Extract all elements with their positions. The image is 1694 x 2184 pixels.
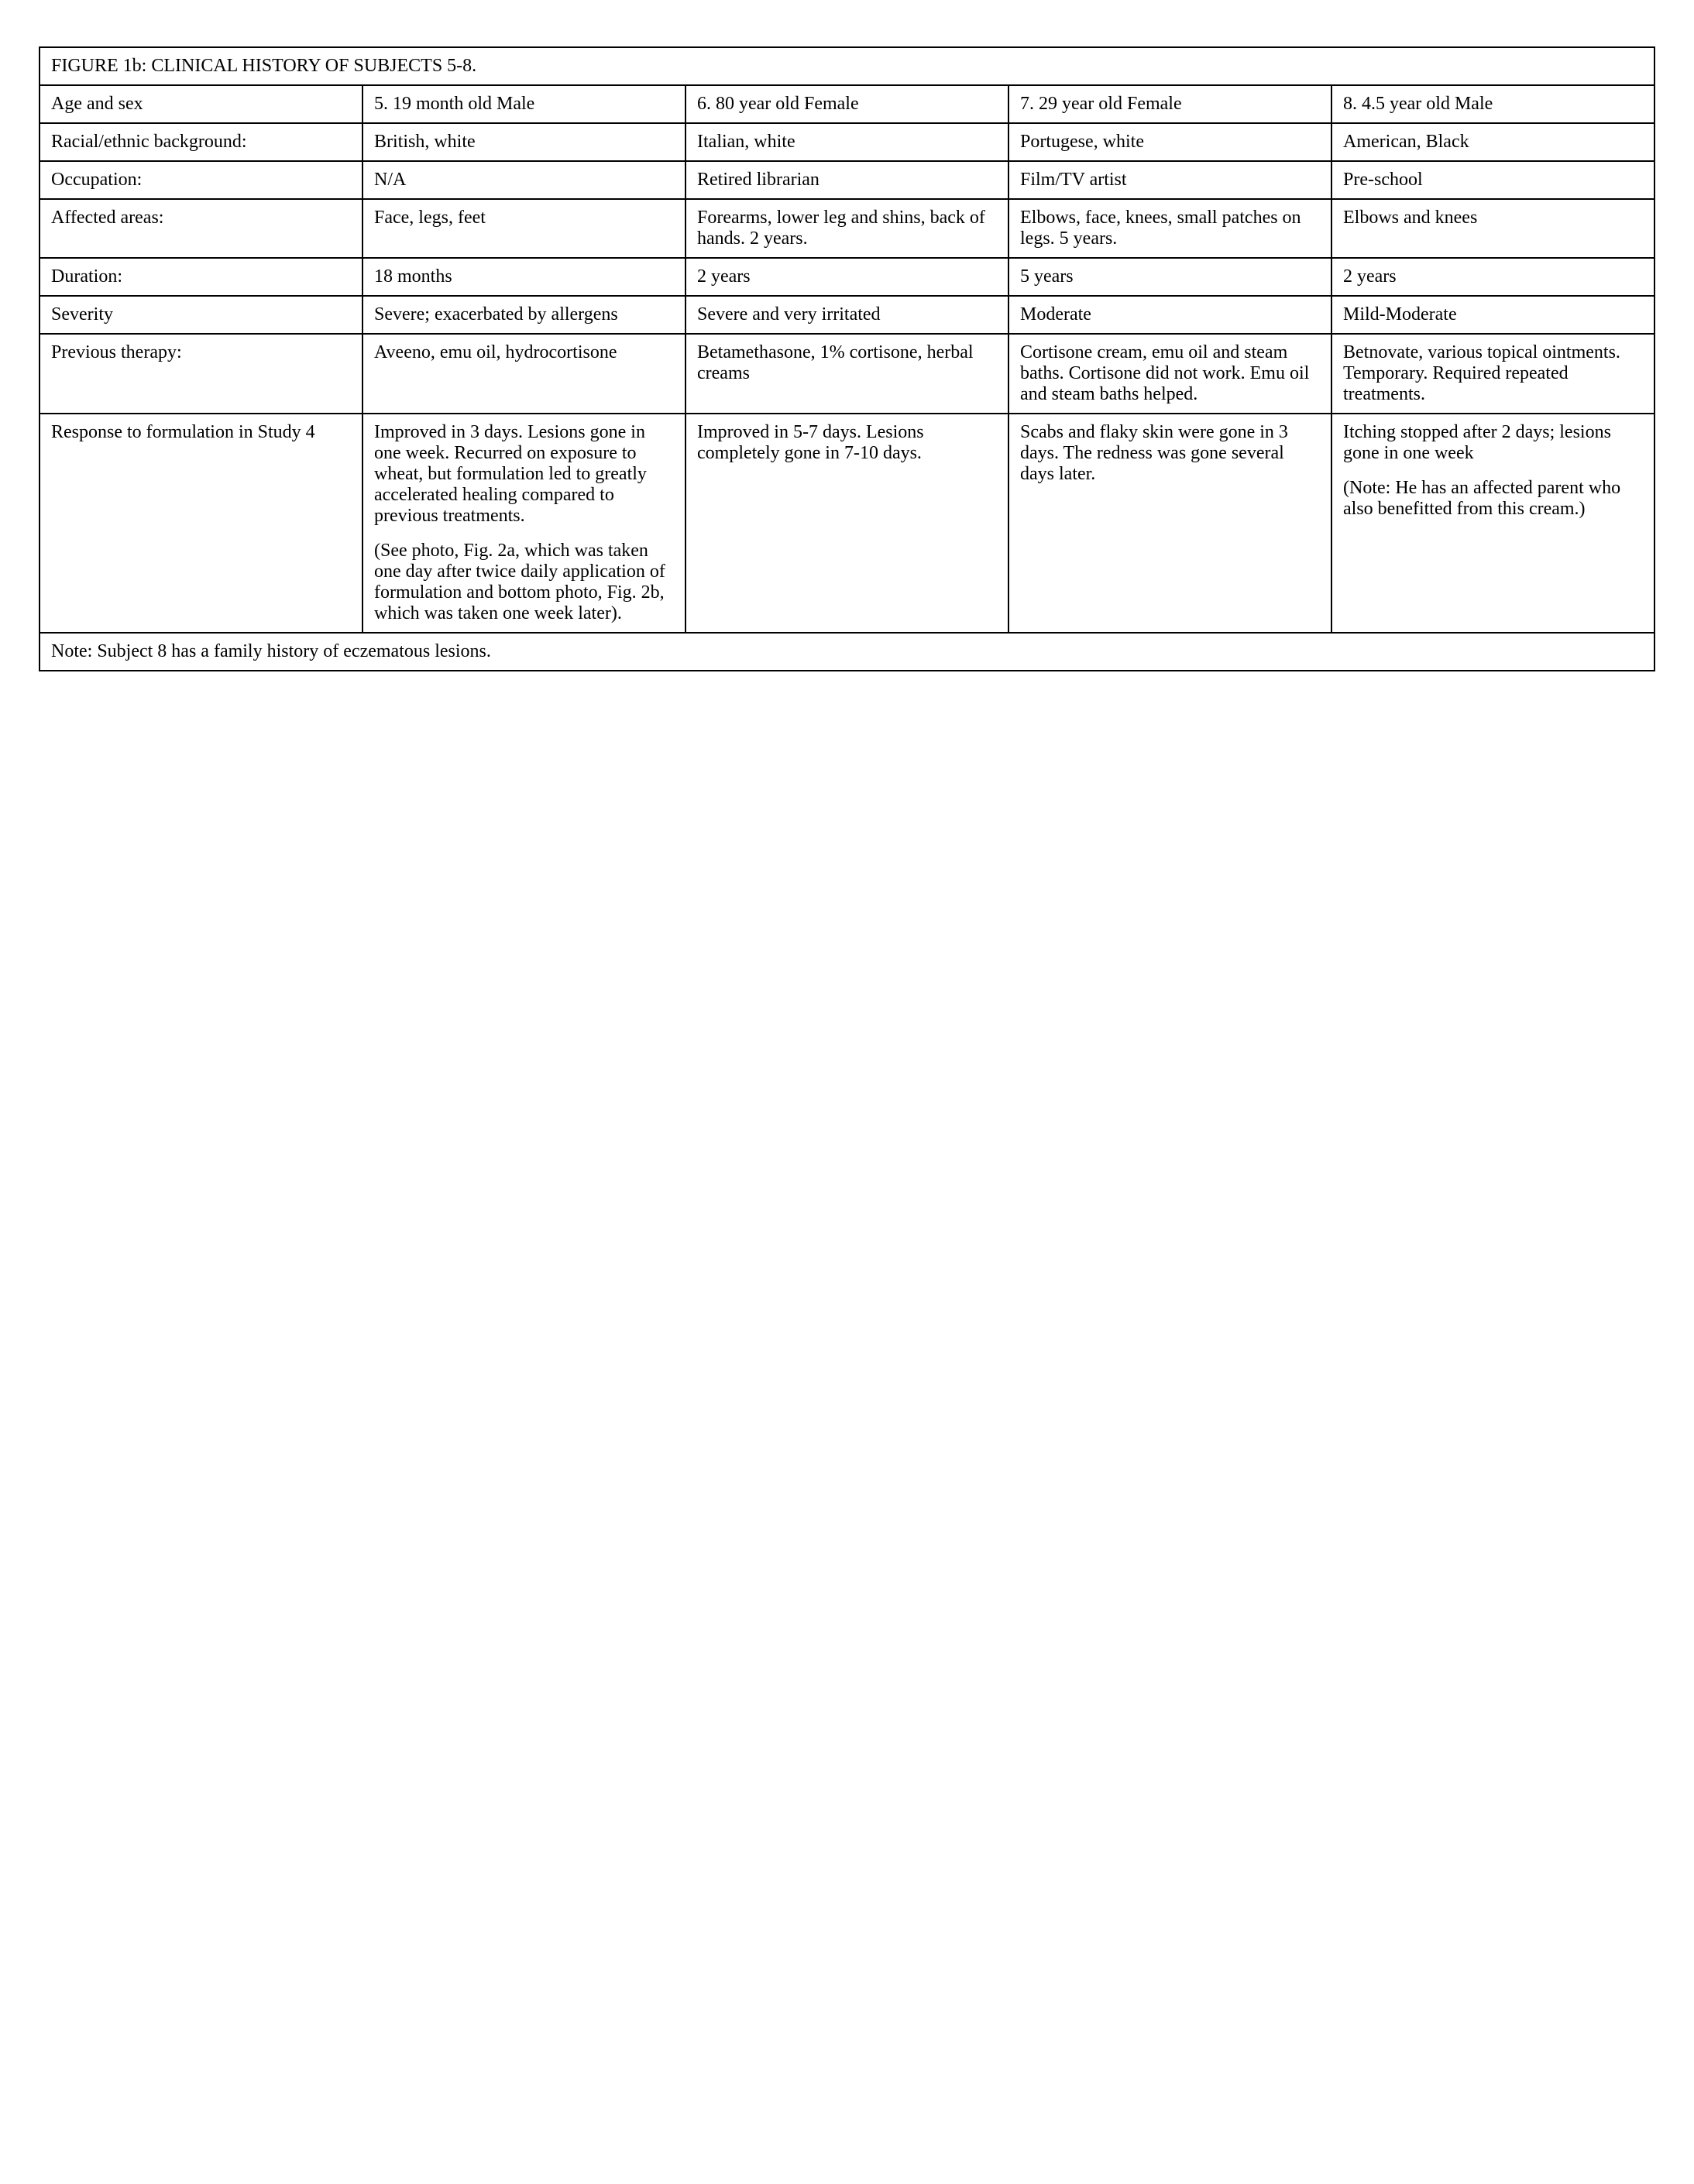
row-duration: Duration: 18 months 2 years 5 years 2 ye…: [40, 258, 1654, 296]
s8-age-sex: 8. 4.5 year old Male: [1331, 85, 1654, 123]
row-previous: Previous therapy: Aveeno, emu oil, hydro…: [40, 334, 1654, 414]
s7-occupation: Film/TV artist: [1008, 161, 1331, 199]
s7-previous: Cortisone cream, emu oil and steam baths…: [1008, 334, 1331, 414]
s6-response: Improved in 5-7 days. Lesions completely…: [686, 414, 1008, 633]
label-duration: Duration:: [40, 258, 363, 296]
row-age-sex: Age and sex 5. 19 month old Male 6. 80 y…: [40, 85, 1654, 123]
s5-affected: Face, legs, feet: [363, 199, 686, 258]
s8-duration: 2 years: [1331, 258, 1654, 296]
s5-occupation: N/A: [363, 161, 686, 199]
s6-severity: Severe and very irritated: [686, 296, 1008, 334]
s5-response: Improved in 3 days. Lesions gone in one …: [363, 414, 686, 633]
s7-affected: Elbows, face, knees, small patches on le…: [1008, 199, 1331, 258]
s5-age-sex: 5. 19 month old Male: [363, 85, 686, 123]
label-affected: Affected areas:: [40, 199, 363, 258]
row-racial: Racial/ethnic background: British, white…: [40, 123, 1654, 161]
footnote: Note: Subject 8 has a family history of …: [40, 633, 1654, 671]
s7-racial: Portugese, white: [1008, 123, 1331, 161]
clinical-history-table: FIGURE 1b: CLINICAL HISTORY OF SUBJECTS …: [39, 46, 1655, 671]
s6-previous: Betamethasone, 1% cortisone, herbal crea…: [686, 334, 1008, 414]
label-age-sex: Age and sex: [40, 85, 363, 123]
s6-duration: 2 years: [686, 258, 1008, 296]
s5-duration: 18 months: [363, 258, 686, 296]
table-title: FIGURE 1b: CLINICAL HISTORY OF SUBJECTS …: [40, 47, 1654, 85]
s7-age-sex: 7. 29 year old Female: [1008, 85, 1331, 123]
label-occupation: Occupation:: [40, 161, 363, 199]
s6-affected: Forearms, lower leg and shins, back of h…: [686, 199, 1008, 258]
s6-age-sex: 6. 80 year old Female: [686, 85, 1008, 123]
s7-duration: 5 years: [1008, 258, 1331, 296]
s8-previous: Betnovate, various topical ointments. Te…: [1331, 334, 1654, 414]
s8-affected: Elbows and knees: [1331, 199, 1654, 258]
row-severity: Severity Severe; exacerbated by allergen…: [40, 296, 1654, 334]
s5-severity: Severe; exacerbated by allergens: [363, 296, 686, 334]
s6-racial: Italian, white: [686, 123, 1008, 161]
row-occupation: Occupation: N/A Retired librarian Film/T…: [40, 161, 1654, 199]
s7-response: Scabs and flaky skin were gone in 3 days…: [1008, 414, 1331, 633]
title-row: FIGURE 1b: CLINICAL HISTORY OF SUBJECTS …: [40, 47, 1654, 85]
s7-severity: Moderate: [1008, 296, 1331, 334]
label-previous: Previous therapy:: [40, 334, 363, 414]
row-response: Response to formulation in Study 4 Impro…: [40, 414, 1654, 633]
s8-response: Itching stopped after 2 days; lesions go…: [1331, 414, 1654, 633]
s8-severity: Mild-Moderate: [1331, 296, 1654, 334]
label-severity: Severity: [40, 296, 363, 334]
clinical-history-table-wrapper: FIGURE 1b: CLINICAL HISTORY OF SUBJECTS …: [39, 46, 1655, 671]
footnote-row: Note: Subject 8 has a family history of …: [40, 633, 1654, 671]
s5-previous: Aveeno, emu oil, hydrocortisone: [363, 334, 686, 414]
label-racial: Racial/ethnic background:: [40, 123, 363, 161]
s6-occupation: Retired librarian: [686, 161, 1008, 199]
row-affected: Affected areas: Face, legs, feet Forearm…: [40, 199, 1654, 258]
s8-occupation: Pre-school: [1331, 161, 1654, 199]
label-response: Response to formulation in Study 4: [40, 414, 363, 633]
s5-racial: British, white: [363, 123, 686, 161]
s8-racial: American, Black: [1331, 123, 1654, 161]
